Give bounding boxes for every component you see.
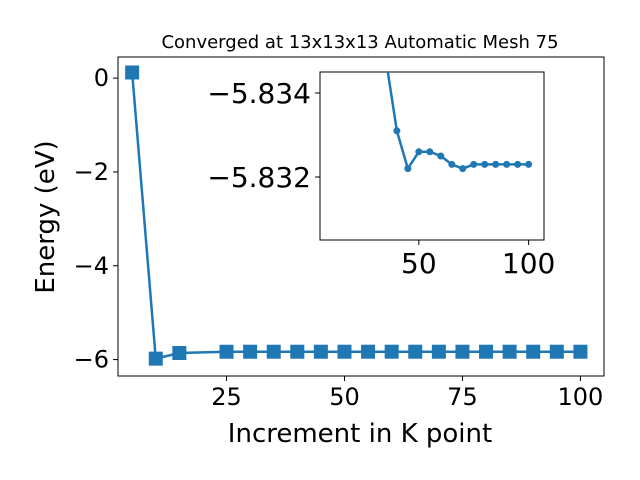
main-data-point [431,344,446,359]
main-x-tick-label: 25 [211,383,242,411]
main-data-point [290,344,305,359]
main-data-point [526,344,541,359]
main-x-tick-label: 100 [558,383,604,411]
main-data-point [219,344,234,359]
main-data-point [243,344,258,359]
main-data-point [266,344,281,359]
inset-plot-area: 50 100 −5.834 −5.832 [207,71,555,280]
inset-data-point [448,160,456,168]
inset-x-tick-label: 50 [401,247,437,280]
inset-data-point [470,160,478,168]
inset-data-point [525,160,533,168]
inset-data-point [503,160,511,168]
main-plot-area: 25 50 75 100 0 −2 −4 −6 [74,56,605,411]
inset-data-point [404,165,412,173]
inset-x-tick-label: 100 [502,247,555,280]
main-y-tick-label: −6 [74,346,109,374]
main-series-group [125,65,588,366]
inset-data-point [459,165,467,173]
main-y-tick-label: 0 [94,64,109,92]
main-data-point [172,346,187,361]
main-data-point [573,344,588,359]
inset-y-tick-label: −5.834 [207,77,311,110]
inset-data-point [393,127,401,135]
inset-series-group [386,72,533,173]
main-data-point [408,344,423,359]
y-axis-label: Energy (eV) [31,140,61,293]
inset-x-axis: 50 100 [401,240,555,280]
main-y-tick-label: −2 [74,158,109,186]
inset-data-point [415,148,423,156]
inset-data-point [426,148,434,156]
main-data-point [148,351,163,366]
main-x-axis: 25 50 75 100 [211,376,603,411]
inset-plot-frame [319,71,545,241]
main-x-tick-label: 75 [447,383,478,411]
main-data-point [384,344,399,359]
inset-data-point [437,152,445,160]
main-data-point [361,344,376,359]
main-x-tick-label: 50 [329,383,360,411]
main-plot-frame [117,56,605,377]
main-y-tick-label: −4 [74,252,109,280]
main-data-point [549,344,564,359]
inset-data-point [514,160,522,168]
main-data-point [337,344,352,359]
inset-y-axis: −5.834 −5.832 [207,77,320,194]
main-data-point [125,65,140,80]
main-data-point [455,344,470,359]
chart-title: Converged at 13x13x13 Automatic Mesh 75 [161,32,558,53]
inset-data-point [481,160,489,168]
main-y-axis: 0 −2 −4 −6 [74,64,118,374]
x-axis-label: Increment in K point [228,419,492,449]
main-data-point [502,344,517,359]
inset-data-point [492,160,500,168]
main-data-point [313,344,328,359]
inset-y-tick-label: −5.832 [207,161,311,194]
main-data-point [479,344,494,359]
